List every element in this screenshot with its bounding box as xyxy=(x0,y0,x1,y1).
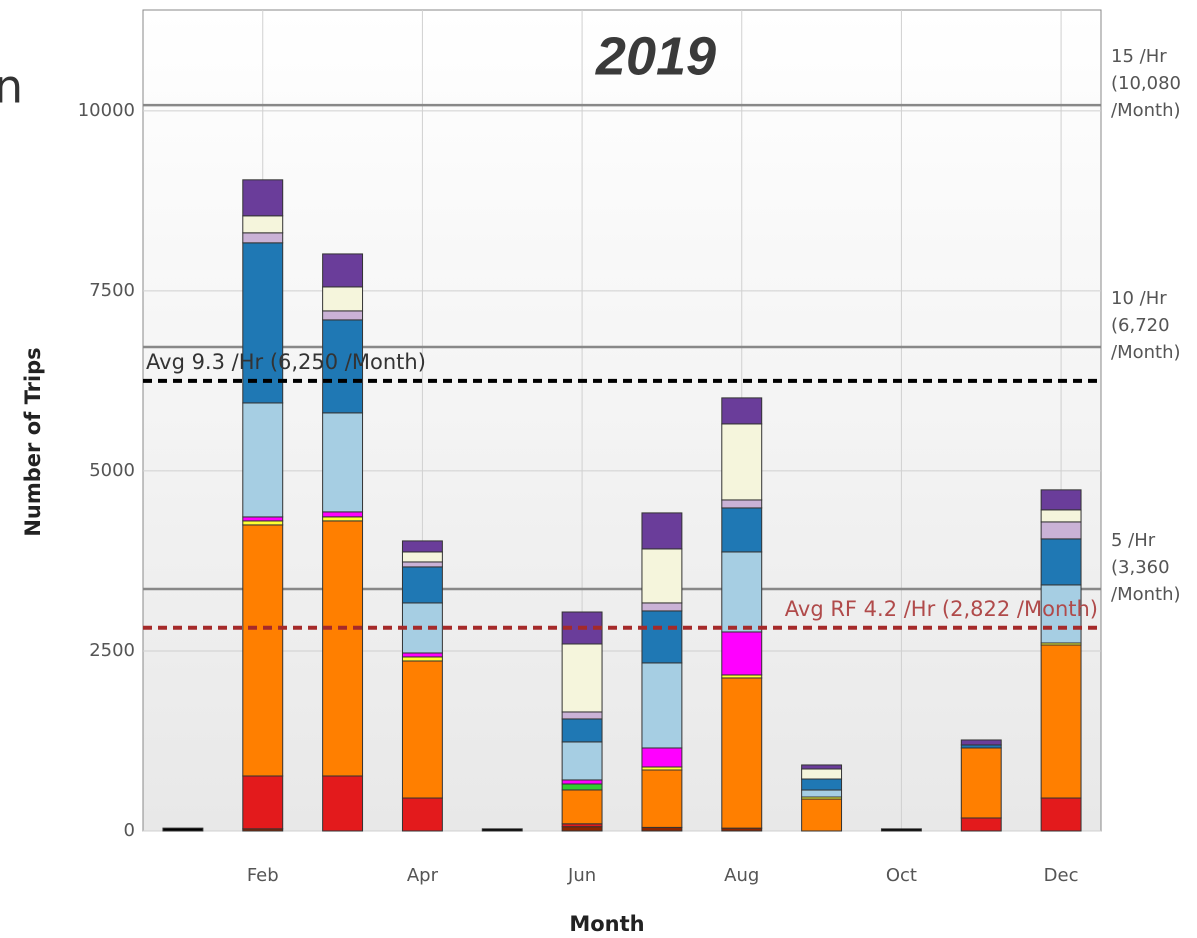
bar-segment xyxy=(1040,509,1082,523)
bar-segment xyxy=(641,602,683,612)
bar-segment xyxy=(401,656,443,662)
bar-segment xyxy=(641,826,683,832)
bar-segment xyxy=(322,286,364,312)
bar-segment xyxy=(322,253,364,288)
bar-segment xyxy=(242,524,284,777)
bar-segment xyxy=(880,828,922,832)
bar-segment xyxy=(401,652,443,658)
bar-segment xyxy=(561,783,603,791)
plot-area xyxy=(142,9,1102,832)
x-tick-label: Dec xyxy=(1044,865,1079,886)
bar-segment xyxy=(801,798,843,832)
bar-segment xyxy=(801,768,843,780)
bar-segment xyxy=(641,769,683,828)
bar-segment xyxy=(1040,538,1082,586)
bar-segment xyxy=(721,551,763,633)
bar-segment xyxy=(641,747,683,768)
plot: 0 2500 5000 7500 10000 Feb Apr Jun Aug Oct Dec Avg … xyxy=(78,10,1101,886)
bar-segment xyxy=(561,643,603,713)
bar-segment xyxy=(242,232,284,244)
bar-segment xyxy=(162,827,204,832)
bar-segment xyxy=(1040,489,1082,511)
bar-segment xyxy=(801,778,843,791)
bar-segment xyxy=(641,662,683,749)
bar-segment xyxy=(242,179,284,217)
x-axis-title: Month xyxy=(569,912,644,936)
chart-title: 2019 xyxy=(595,26,716,86)
bar-segment xyxy=(561,718,603,743)
bar-segment xyxy=(242,520,284,526)
bar-segment xyxy=(242,775,284,830)
bar-segment xyxy=(721,499,763,509)
bar-segment xyxy=(641,548,683,604)
bar-segment xyxy=(721,677,763,829)
reference-label: /Month) xyxy=(1111,342,1181,363)
bar-segment xyxy=(242,242,284,404)
cropped-text: n xyxy=(0,60,23,114)
bar-segment xyxy=(721,631,763,676)
bar-segment xyxy=(322,310,364,321)
bar-segment xyxy=(401,540,443,553)
bar-segment xyxy=(401,660,443,799)
y-tick-label: 2500 xyxy=(89,640,135,661)
bar-segment xyxy=(1040,644,1082,799)
bar-segment xyxy=(242,516,284,522)
bar-segment xyxy=(801,789,843,798)
bar-segment xyxy=(322,775,364,832)
bar-segment xyxy=(401,561,443,568)
bar-segment xyxy=(322,511,364,518)
y-tick-label: 7500 xyxy=(89,280,135,301)
bar-segment xyxy=(641,610,683,664)
reference-label: /Month) xyxy=(1111,100,1181,121)
bar-segment xyxy=(401,551,443,563)
bar-segment xyxy=(1040,584,1082,644)
reference-label: /Month) xyxy=(1111,584,1181,605)
bar-segment xyxy=(641,512,683,550)
bar-segment xyxy=(561,711,603,720)
y-tick-label: 0 xyxy=(124,820,135,841)
bar-segment xyxy=(322,412,364,513)
bar-segment xyxy=(960,747,1002,819)
bar-segment xyxy=(721,507,763,553)
y-tick-label: 5000 xyxy=(89,460,135,481)
bar-segment xyxy=(1040,797,1082,832)
bar-segment xyxy=(1040,521,1082,540)
bar-segment xyxy=(481,828,523,832)
y-axis-title: Number of Trips xyxy=(21,347,45,536)
bar-segment xyxy=(561,826,603,832)
average-label: Avg RF 4.2 /Hr (2,822 /Month) xyxy=(785,597,1098,621)
bar-segment xyxy=(322,516,364,522)
bar-segment xyxy=(561,789,603,825)
reference-label: (10,080 xyxy=(1111,73,1181,94)
bar-segment xyxy=(242,402,284,518)
bar-segment xyxy=(322,520,364,777)
bar-segment xyxy=(561,741,603,781)
bar-segment xyxy=(801,764,843,770)
x-tick-label: Oct xyxy=(886,865,917,886)
x-tick-label: Jun xyxy=(567,865,596,886)
bar-segment xyxy=(242,215,284,234)
reference-label: 10 /Hr xyxy=(1111,288,1167,309)
bar-segment xyxy=(721,397,763,425)
x-tick-label: Apr xyxy=(407,865,439,886)
bar-segment xyxy=(401,797,443,832)
average-label: Avg 9.3 /Hr (6,250 /Month) xyxy=(146,350,426,374)
x-tick-label: Feb xyxy=(247,865,279,886)
bar-segment xyxy=(401,566,443,604)
bar-segment xyxy=(960,739,1002,746)
reference-label: 5 /Hr xyxy=(1111,530,1156,551)
bar-segment xyxy=(721,423,763,501)
reference-label: 15 /Hr xyxy=(1111,46,1167,67)
y-tick-label: 10000 xyxy=(78,100,135,121)
reference-label: (3,360 xyxy=(1111,557,1170,578)
reference-label: (6,720 xyxy=(1111,315,1170,336)
bar-segment xyxy=(960,817,1002,832)
bar-segment xyxy=(561,779,603,785)
x-tick-label: Aug xyxy=(724,865,759,886)
